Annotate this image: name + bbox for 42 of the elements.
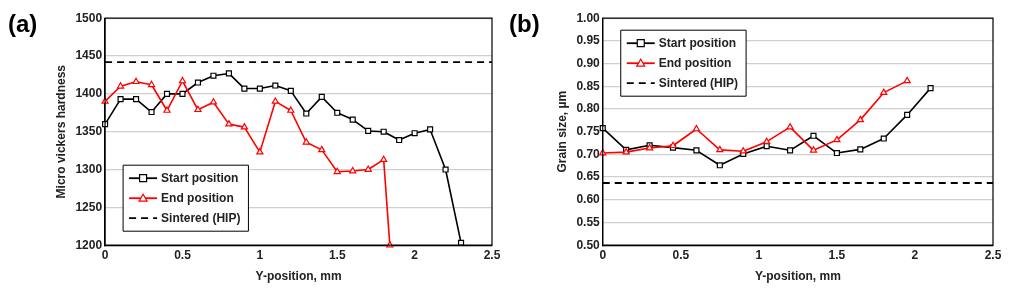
y-axis-title: Micro vickers hardness <box>53 64 68 199</box>
legend-label: Start position <box>161 170 239 185</box>
y-tick-label: 1200 <box>75 237 103 252</box>
y-tick-label: 1400 <box>75 86 103 101</box>
y-tick-label: 1300 <box>75 161 103 176</box>
x-axis-title: Y-position, mm <box>754 269 841 284</box>
x-tick-label: 1 <box>256 247 264 262</box>
y-tick-label: 0.75 <box>576 124 601 139</box>
y-tick-label: 0.80 <box>576 101 601 116</box>
legend-label: End position <box>658 55 732 70</box>
legend-label: Sintered (HIP) <box>161 210 241 225</box>
legend-label: End position <box>161 190 234 205</box>
x-tick-label: 0 <box>101 247 109 262</box>
y-tick-label: 0.95 <box>576 33 601 48</box>
x-tick-label: 0.5 <box>672 247 690 262</box>
legend-label: Start position <box>658 35 737 50</box>
y-tick-label: 0.65 <box>576 169 601 184</box>
y-tick-label: 0.70 <box>576 146 601 161</box>
y-tick-label: 0.85 <box>576 78 601 93</box>
y-tick-label: 0.90 <box>576 55 601 70</box>
x-tick-label: 0.5 <box>174 247 192 262</box>
y-tick-label: 1350 <box>75 124 103 139</box>
y-tick-label: 1500 <box>75 10 103 25</box>
y-axis-title: Grain size, µm <box>554 90 569 173</box>
x-axis-title: Y-position, mm <box>255 269 342 284</box>
x-tick-label: 1.5 <box>828 247 846 262</box>
y-tick-label: 1250 <box>75 199 103 214</box>
x-tick-label: 2.5 <box>984 247 1002 262</box>
x-tick-label: 0 <box>599 247 607 262</box>
legend-label: Sintered (HIP) <box>658 75 739 90</box>
y-tick-label: 0.55 <box>576 214 601 229</box>
x-tick-label: 2 <box>911 247 919 262</box>
y-tick-label: 1450 <box>75 48 103 63</box>
y-tick-label: 0.60 <box>576 192 601 207</box>
x-tick-label: 1.5 <box>328 247 346 262</box>
chart-title: (a) <box>8 10 38 38</box>
y-tick-label: 0.50 <box>576 237 601 252</box>
y-tick-label: 1.00 <box>576 10 601 25</box>
x-tick-label: 2 <box>411 247 419 262</box>
chart-title: (b) <box>509 10 540 38</box>
x-tick-label: 1 <box>755 247 763 262</box>
x-tick-label: 2.5 <box>483 247 501 262</box>
